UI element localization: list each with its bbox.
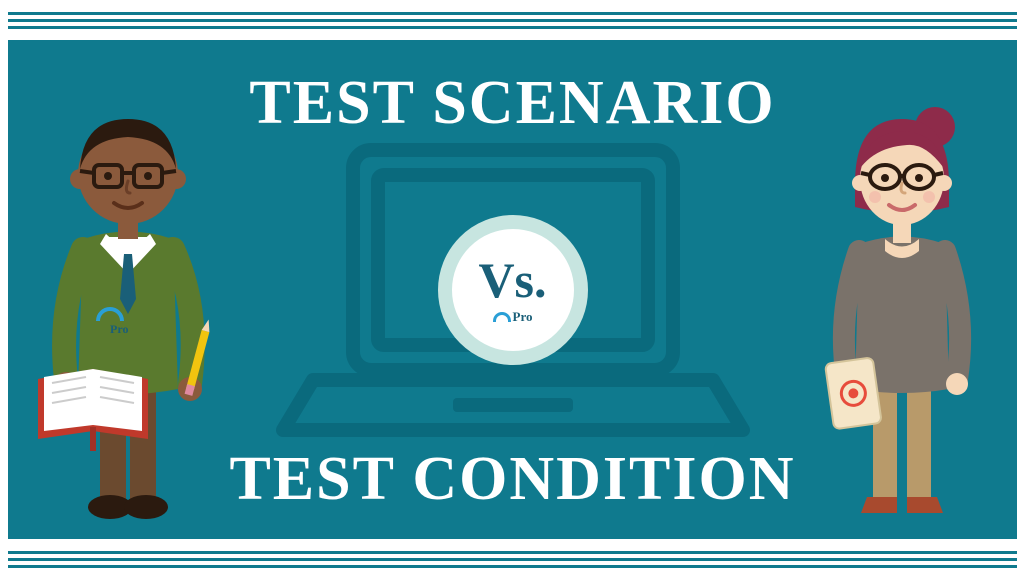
main-panel: TEST SCENARIO Vs. Pro TEST CONDITION (8, 40, 1017, 539)
infographic-frame: TEST SCENARIO Vs. Pro TEST CONDITION (0, 0, 1025, 579)
pro-arc-icon (493, 312, 511, 322)
pro-label: Pro (513, 309, 533, 325)
top-rule (8, 12, 1017, 28)
character-man: Pro (28, 79, 228, 539)
svg-text:Pro: Pro (110, 322, 128, 336)
vs-text: Vs. (478, 255, 546, 305)
pro-badge: Pro (493, 309, 533, 325)
bottom-rule (8, 551, 1017, 567)
character-woman (807, 79, 997, 539)
vs-badge: Vs. Pro (438, 215, 588, 365)
